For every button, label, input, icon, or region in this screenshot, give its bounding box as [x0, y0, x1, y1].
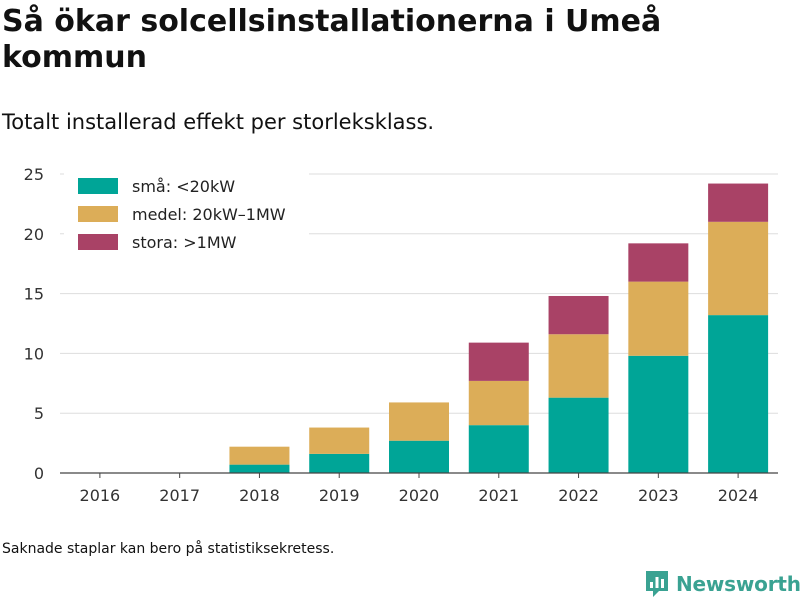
bar-2022-series-2: [548, 295, 609, 335]
x-tick-label: 2022: [558, 486, 599, 505]
legend: små: <20kW medel: 20kW–1MW stora: >1MW: [64, 170, 309, 260]
page-title: Så ökar solcellsinstallationerna i Umeå …: [2, 4, 662, 75]
legend-swatch: [78, 234, 118, 250]
brand-logo: Newsworthy: [644, 568, 800, 600]
legend-swatch: [78, 178, 118, 194]
x-tick-label: 2020: [399, 486, 440, 505]
page-subtitle: Totalt installerad effekt per storlekskl…: [2, 110, 435, 134]
bar-2021-series-0: [468, 425, 529, 473]
bar-2023-series-1: [628, 281, 689, 356]
bar-2018-series-1: [229, 446, 290, 465]
bar-2024-series-0: [708, 315, 769, 473]
bar-2022-series-1: [548, 334, 609, 398]
bar-2023-series-0: [628, 355, 689, 473]
y-tick-label: 5: [34, 404, 44, 423]
x-tick-label: 2021: [478, 486, 519, 505]
bar-2021-series-1: [468, 380, 529, 426]
y-tick-label: 0: [34, 464, 44, 483]
brand-name: Newsworthy: [676, 572, 800, 596]
y-tick-label: 20: [24, 225, 44, 244]
bar-2020-series-1: [389, 402, 449, 441]
stacked-bar-chart: 0 5 10 15 20 25 2016 2017 2018 2019 2020 2021 2022 20…: [24, 165, 778, 505]
bar-2023-series-2: [628, 243, 689, 282]
axes: 0 5 10 15 20 25 2016 2017 2018 2019 2020 2021 2022 20…: [24, 165, 778, 505]
x-tick-label: 2016: [80, 486, 121, 505]
bar-2019-series-1: [309, 427, 370, 454]
x-tick-label: 2017: [159, 486, 200, 505]
y-tick-label: 10: [24, 344, 44, 363]
bar-2020-series-0: [389, 440, 449, 473]
bar-2022-series-0: [548, 397, 609, 473]
y-tick-label: 25: [24, 165, 44, 184]
legend-label: stora: >1MW: [132, 233, 237, 252]
bar-2021-series-2: [468, 342, 529, 381]
bar-2024-series-2: [708, 183, 769, 222]
legend-label: små: <20kW: [132, 177, 235, 196]
y-tick-label: 15: [24, 285, 44, 304]
bar-chart-logo-icon: [646, 571, 668, 597]
x-tick-label: 2019: [319, 486, 360, 505]
bar-2019-series-0: [309, 453, 370, 473]
legend-swatch: [78, 206, 118, 222]
bars: [229, 183, 769, 473]
legend-label: medel: 20kW–1MW: [132, 205, 286, 224]
bar-2024-series-1: [708, 221, 769, 316]
bar-2018-series-0: [229, 464, 290, 473]
x-tick-label: 2024: [718, 486, 759, 505]
x-tick-label: 2023: [638, 486, 679, 505]
x-tick-label: 2018: [239, 486, 280, 505]
footnote: Saknade staplar kan bero på statistiksek…: [2, 541, 335, 557]
